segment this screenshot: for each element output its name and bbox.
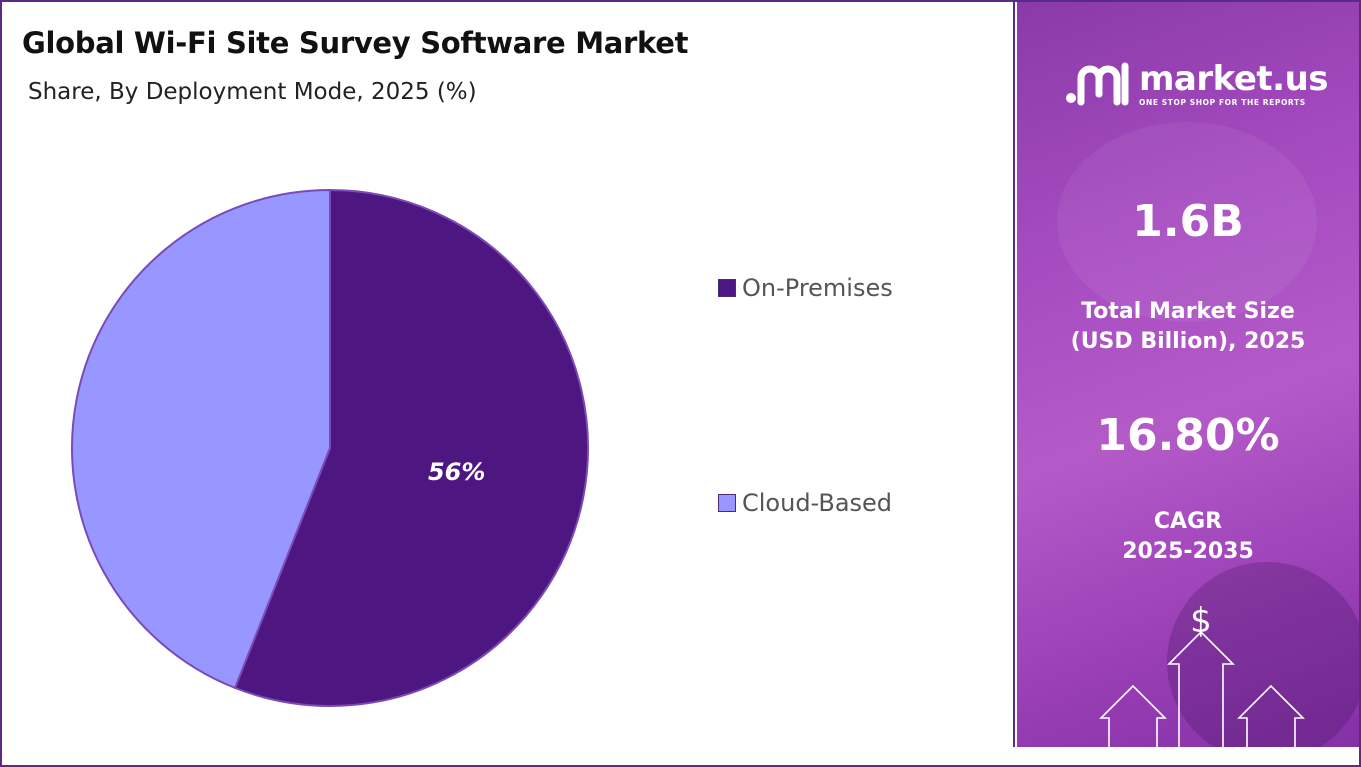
dollar-icon: $ <box>1190 601 1212 641</box>
pie-chart: 56% <box>71 188 589 707</box>
market-size-label-line2: (USD Billion), 2025 <box>1070 329 1306 354</box>
chart-subtitle: Share, By Deployment Mode, 2025 (%) <box>28 79 477 105</box>
brand-mark-icon <box>1066 62 1129 106</box>
chart-panel: Global Wi-Fi Site Survey Software Market… <box>2 2 1015 747</box>
summary-panel: market.us ONE STOP SHOP FOR THE REPORTS … <box>1017 2 1359 747</box>
cagr-label-line1: CAGR <box>1153 509 1223 534</box>
cagr-label-line2: 2025-2035 <box>1122 539 1254 564</box>
legend-swatch-cloud-based <box>718 494 736 512</box>
market-size-label-line1: Total Market Size <box>1081 299 1295 324</box>
brand-logo: market.us ONE STOP SHOP FOR THE REPORTS <box>1063 58 1329 110</box>
brand-tagline: ONE STOP SHOP FOR THE REPORTS <box>1139 97 1306 107</box>
background-shape <box>1057 122 1317 322</box>
legend-item-cloud-based: Cloud-Based <box>718 489 892 517</box>
chart-title: Global Wi-Fi Site Survey Software Market <box>22 26 689 60</box>
legend-swatch-on-premises <box>718 279 736 297</box>
pie-data-label-on-premises: 56% <box>428 458 485 486</box>
legend-label-cloud-based: Cloud-Based <box>742 489 893 517</box>
pie-slice-on-premises <box>233 188 589 707</box>
background-shape <box>1167 562 1359 747</box>
cagr-value: 16.80% <box>1096 410 1280 461</box>
market-size-value: 1.6B <box>1132 196 1244 247</box>
legend-item-on-premises: On-Premises <box>718 274 893 302</box>
brand-name: market.us <box>1139 58 1329 99</box>
legend-label-on-premises: On-Premises <box>742 274 893 302</box>
growth-arrows-icon: $ <box>1099 601 1305 747</box>
pie-slice-cloud-based <box>71 188 331 690</box>
